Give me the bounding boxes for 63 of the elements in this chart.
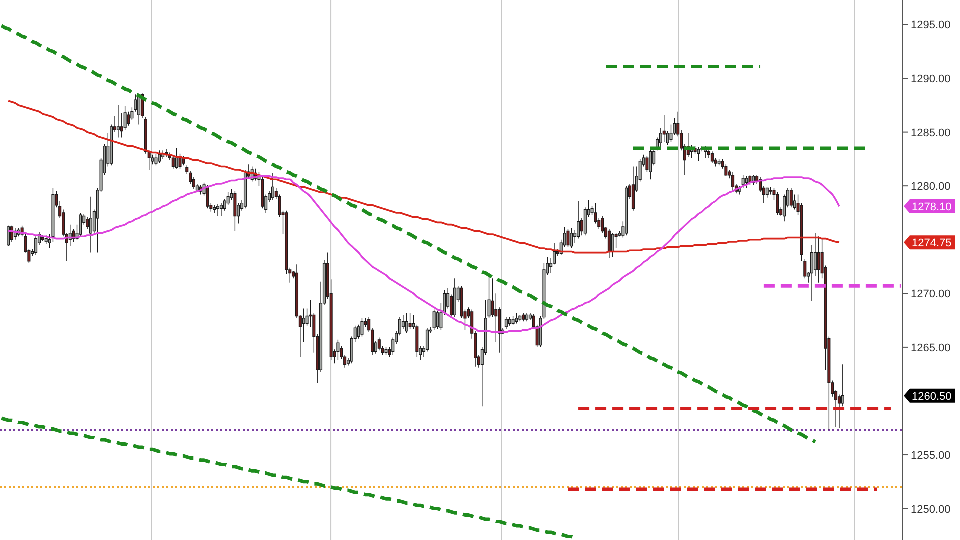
candlestick <box>611 233 614 258</box>
candlestick <box>745 176 748 189</box>
candlestick <box>89 196 93 254</box>
candlestick <box>817 236 820 284</box>
candlestick <box>158 150 162 164</box>
candlestick <box>220 202 223 217</box>
candlestick <box>515 312 518 324</box>
candlestick <box>508 316 512 326</box>
y-tick-label: 1265.00 <box>911 342 951 354</box>
y-tick-label: 1285.00 <box>911 127 951 140</box>
candlestick <box>79 212 82 238</box>
candlestick <box>7 226 10 247</box>
candlestick <box>570 228 574 249</box>
candlestick <box>518 314 522 322</box>
candlestick <box>790 188 793 208</box>
candlestick <box>732 172 735 192</box>
candlestick <box>271 172 274 200</box>
candlestick <box>384 347 388 356</box>
candlestick <box>378 337 381 352</box>
candlestick <box>742 174 745 189</box>
text: 1278.10 <box>912 202 952 214</box>
line-series <box>8 176 840 334</box>
candlestick <box>116 105 120 138</box>
text: 1274.75 <box>912 238 952 250</box>
candlestick <box>154 153 158 166</box>
candlestick <box>41 235 44 242</box>
candlestick <box>432 309 436 331</box>
candlestick <box>216 204 220 217</box>
candlestick <box>175 148 178 170</box>
candlestick <box>662 114 666 142</box>
candlestick <box>44 235 48 245</box>
candlestick <box>718 158 721 166</box>
candlestick <box>336 340 340 361</box>
candlestick <box>213 205 216 214</box>
candlestick <box>405 312 408 334</box>
candlestick <box>522 312 526 322</box>
candlestick <box>234 191 237 232</box>
candlestick <box>577 200 580 240</box>
candlestick <box>632 166 635 212</box>
candlestick <box>34 236 38 256</box>
candlestick <box>360 318 364 338</box>
line-series <box>8 100 840 254</box>
y-tick-label: 1290.00 <box>911 74 951 86</box>
candlestick <box>649 149 652 180</box>
candlestick <box>608 228 611 259</box>
y-tick-label: 1250.00 <box>911 504 951 516</box>
candlestick <box>697 147 700 162</box>
candlestick <box>526 312 529 322</box>
y-tick-label: 1255.00 <box>911 450 951 462</box>
candlestick <box>625 186 628 236</box>
candlestick <box>504 316 508 330</box>
candlestick <box>206 184 210 210</box>
text: 1260.50 <box>912 390 952 403</box>
y-tick-label: 1270.00 <box>911 288 951 301</box>
y-tick-label: 1295.00 <box>911 20 951 32</box>
line-series <box>0 24 818 444</box>
candlestick <box>710 151 714 164</box>
candlestick <box>566 228 570 248</box>
y-tick-label: 1280.00 <box>911 181 951 194</box>
candlestick <box>776 192 780 216</box>
candlestick <box>512 316 515 326</box>
candlestick <box>453 278 456 318</box>
candlestick <box>408 312 412 330</box>
